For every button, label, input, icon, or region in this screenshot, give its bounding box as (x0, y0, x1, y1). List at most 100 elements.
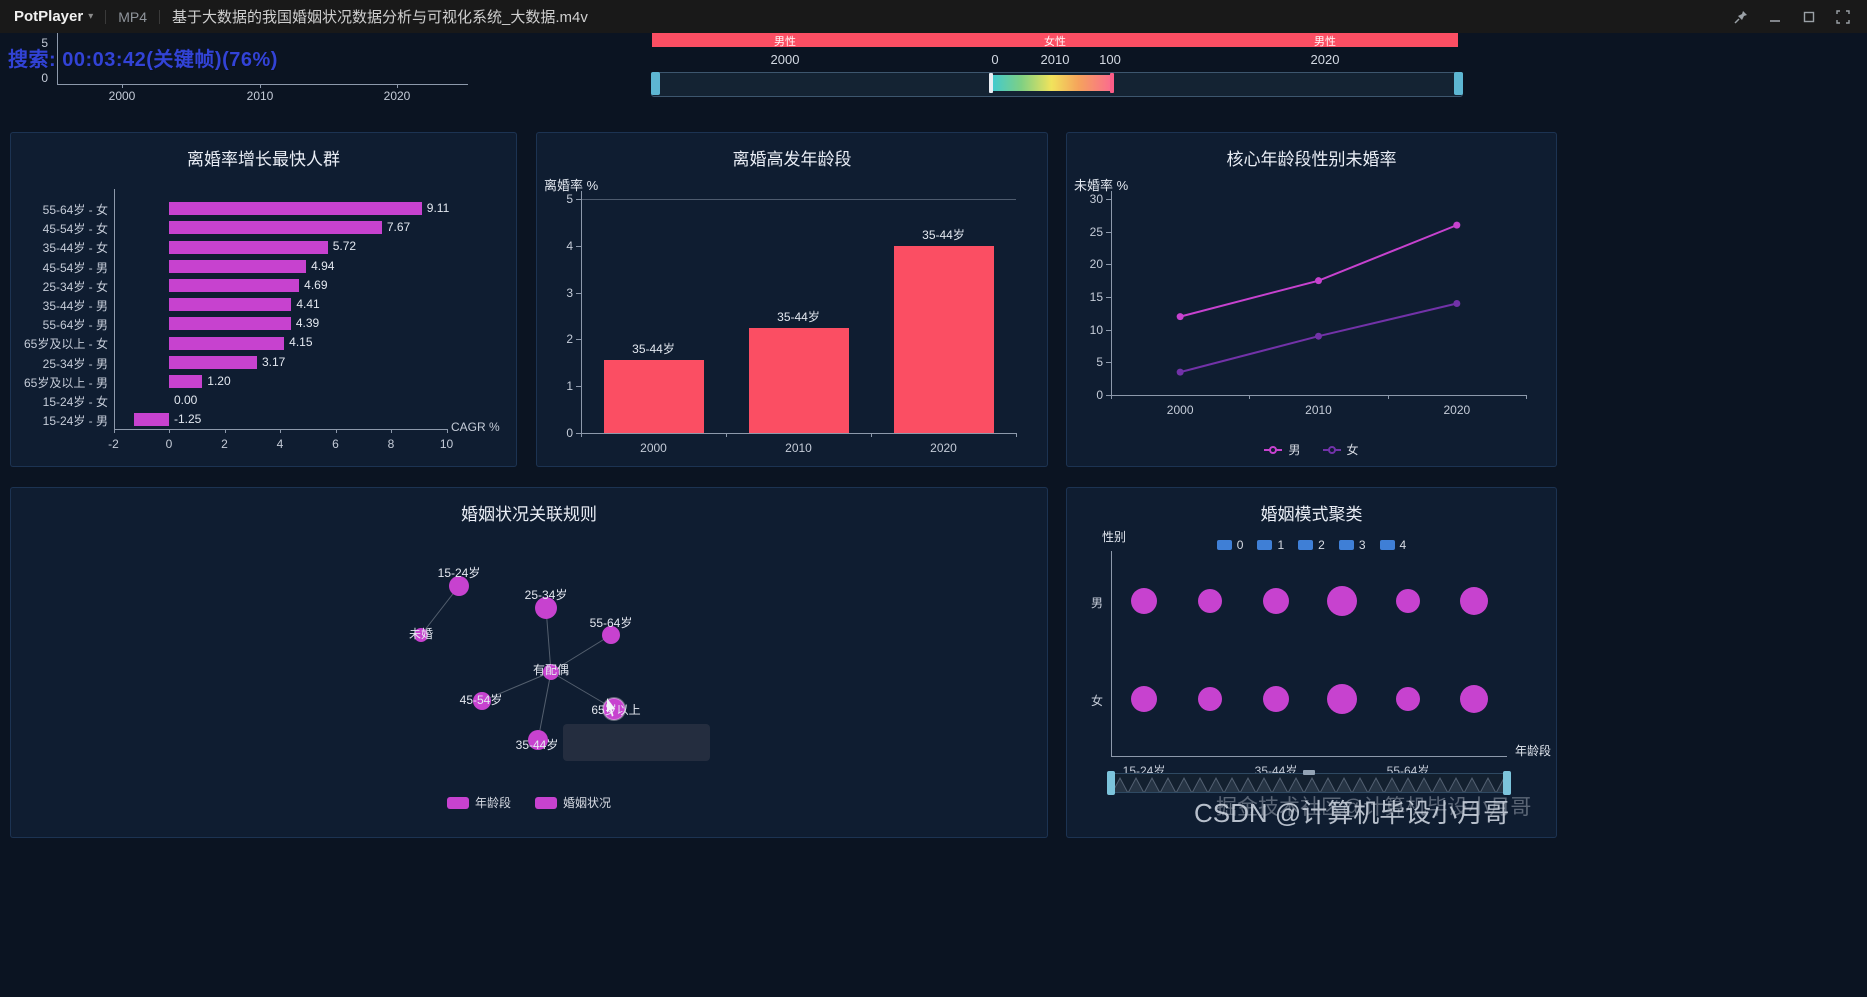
bar-value-label: 4.94 (311, 258, 335, 273)
x-tick: 2000 (1166, 403, 1194, 417)
x-tickmark (1016, 433, 1017, 437)
legend-label: 4 (1399, 538, 1407, 552)
y-axis-name: 离婚率 % (544, 178, 599, 193)
x-tick: 2010 (1305, 403, 1332, 417)
bar-value-label: 0.00 (174, 393, 198, 407)
bar-category-label: 15-24岁 - 男 (42, 414, 108, 429)
y-tickmark (1106, 329, 1111, 331)
titlebar-divider (159, 9, 161, 24)
x-tickmark (446, 429, 448, 434)
band-label: 男性 (1314, 36, 1336, 48)
y-tickmark (576, 433, 581, 434)
pin-icon[interactable] (1729, 5, 1753, 29)
y-tickmark (1106, 199, 1111, 200)
legend: 年龄段 婚姻状况 (11, 794, 1047, 811)
x-tick: 2010 (785, 441, 812, 455)
legend-label: 2 (1318, 538, 1325, 552)
y-tick: 10 (1089, 322, 1103, 337)
bar-value-label: 1.20 (207, 373, 231, 388)
x-tickmark (581, 433, 582, 437)
bar (169, 221, 382, 235)
fullscreen-icon[interactable] (1831, 5, 1855, 29)
legend-label: 婚姻状况 (563, 796, 612, 810)
cluster-dot (1198, 589, 1222, 613)
mouse-cursor (607, 698, 616, 717)
bar-top-label: 35-44岁 (632, 342, 675, 357)
x-tickmark (1111, 395, 1112, 399)
maximize-icon[interactable] (1797, 5, 1821, 29)
legend-label: 1 (1277, 538, 1285, 552)
svg-text:35-44岁: 35-44岁 (516, 737, 559, 752)
bar (603, 360, 704, 433)
y-tickmark (576, 199, 581, 200)
panel-divorce-age: 离婚高发年龄段 0 1 2 3 4 5 离婚率 % 35-44岁 2000 35-44岁 2010 3… (536, 132, 1048, 467)
y-tickmark (1106, 297, 1111, 298)
bar-category-label: 55-64岁 - 男 (42, 318, 108, 333)
video-area[interactable]: 5 0 2000 2010 2020 搜索: 00:03:42(关键帧)(76%) 男性… (0, 33, 1867, 997)
y-tick: 30 (1089, 192, 1103, 206)
scale-label: 0 (991, 52, 999, 67)
x-tick: 2020 (1443, 403, 1471, 417)
chart-association-rules: 15-24岁 25-34岁 55-64岁 未婚 有配偶 45-54岁 65岁以上 35-44岁… (11, 488, 1047, 837)
minimize-icon[interactable] (1763, 5, 1787, 29)
legend-label: 年龄段 (474, 796, 511, 810)
svg-text:45-54岁: 45-54岁 (460, 692, 503, 707)
visualmap-right-handle (1110, 73, 1114, 93)
app-menu-caret-icon[interactable]: ▾ (88, 11, 94, 22)
mini-x-tick: 2010 (246, 89, 274, 103)
x-axis (581, 433, 1016, 434)
x-tick: 8 (387, 437, 395, 452)
legend-item: 女 (1322, 441, 1359, 458)
bar (169, 374, 202, 388)
y-tickmark (576, 339, 581, 341)
datazoom-track (1111, 773, 1506, 793)
titlebar[interactable]: PotPlayer ▾ MP4 基于大数据的我国婚姻状况数据分析与可视化系统_大… (0, 0, 1867, 33)
visualmap-gradient (989, 73, 1114, 93)
x-tickmark (871, 433, 872, 437)
bar-value-label: 7.67 (386, 220, 411, 235)
legend-dot (1269, 445, 1278, 454)
chart-title: 核心年龄段性别未婚率 (1226, 150, 1397, 169)
panel-unmarried-rate: 核心年龄段性别未婚率 0 5 10 15 20 25 30 未婚率 % 2000 2010 2020… (1066, 132, 1557, 467)
y-tick: 15 (1089, 290, 1103, 304)
svg-text:未婚: 未婚 (409, 627, 433, 641)
legend-dot (1327, 445, 1336, 454)
y-axis-name: 性别 (1101, 530, 1126, 544)
bar-category-label: 45-54岁 - 男 (42, 260, 108, 275)
panel-association-rules: 婚姻状况关联规则 15-24岁 25-34岁 55-64岁 未婚 有配偶 45-54岁 65… (10, 487, 1048, 838)
x-tick: 2000 (640, 441, 667, 455)
y-tick: 25 (1089, 224, 1103, 239)
bar-value-label: 5.72 (332, 239, 357, 254)
x-axis (1111, 756, 1507, 757)
legend-swatch (1298, 540, 1314, 550)
y-axis (1111, 551, 1112, 756)
y-tick: 女 (1090, 694, 1103, 708)
y-tick: 2 (566, 332, 573, 347)
y-tick: 3 (566, 285, 573, 300)
bar (169, 336, 284, 350)
mini-y-axis (57, 33, 58, 84)
legend-label: 3 (1358, 538, 1366, 552)
legend-item: 4 (1379, 538, 1407, 552)
chart-title: 离婚高发年龄段 (732, 150, 852, 169)
y-tickmark (1106, 395, 1111, 396)
cutoff-bar-band: 男性 女性 男性 (652, 33, 1458, 48)
bar (134, 413, 169, 427)
svg-text:65岁以上: 65岁以上 (591, 702, 640, 717)
bar-value-label: 3.17 (261, 354, 286, 369)
svg-text:55-64岁: 55-64岁 (590, 615, 633, 630)
x-axis-name: CAGR % (451, 420, 500, 435)
bar-category-label: 35-44岁 - 女 (42, 241, 108, 256)
bar-value-label: 4.39 (295, 316, 320, 331)
y-axis (114, 189, 115, 430)
y-tick: 5 (566, 192, 573, 206)
y-tickmark (1106, 362, 1111, 364)
datazoom-notch (1303, 770, 1315, 775)
x-tick: -2 (108, 437, 119, 452)
app-name: PotPlayer (14, 8, 84, 25)
scale-label: 100 (1099, 52, 1121, 67)
x-tick: 4 (276, 437, 284, 452)
bar-category-label: 25-34岁 - 女 (42, 279, 108, 294)
x-tickmark (1526, 395, 1527, 399)
x-tick: 10 (439, 437, 454, 452)
